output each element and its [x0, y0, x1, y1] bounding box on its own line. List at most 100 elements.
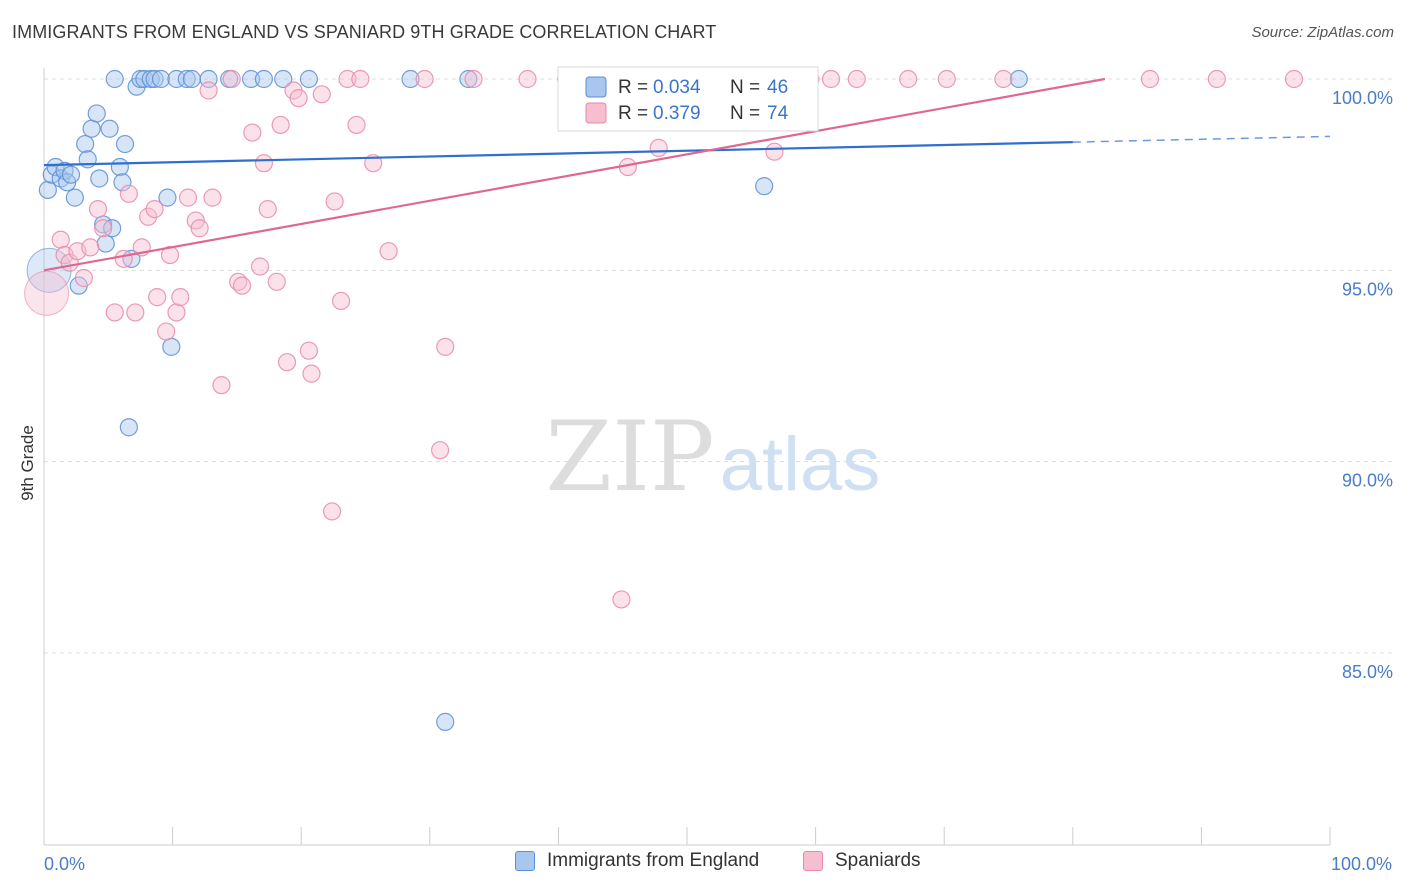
point-spaniards [518, 69, 537, 89]
legend-n-label-spaniards: N = [730, 103, 760, 124]
point-spaniards [74, 268, 93, 288]
point-spaniards [171, 288, 190, 307]
watermark-zip: ZIP [545, 401, 714, 513]
point-spaniards [289, 89, 308, 108]
point-spaniards-large [24, 270, 70, 316]
point-england [459, 69, 478, 89]
point-spaniards [312, 85, 331, 104]
point-spaniards [649, 138, 668, 157]
point-england [241, 69, 261, 89]
point-spaniards [325, 192, 344, 211]
point-spaniards [145, 200, 164, 219]
point-spaniards [612, 590, 631, 609]
point-england [76, 134, 95, 154]
points-layer [24, 69, 1304, 731]
point-spaniards [1207, 69, 1226, 89]
x-tick-label: 0.0% [44, 854, 85, 874]
point-spaniards [203, 188, 222, 207]
trendline-england-extension [1072, 135, 1331, 143]
point-spaniards [765, 142, 784, 161]
source-label: Source: ZipAtlas.com [1251, 24, 1394, 41]
point-spaniards [250, 257, 270, 276]
point-england [274, 69, 293, 89]
point-england [141, 69, 160, 89]
x-tick-label: 100.0% [1331, 854, 1392, 874]
point-england [96, 234, 115, 253]
point-spaniards [331, 291, 351, 311]
legend-r-value-spaniards: 0.379 [653, 103, 701, 124]
legend-r-label-england: R = [618, 77, 648, 98]
legend-n-label-england: N = [730, 77, 760, 98]
point-spaniards [148, 288, 167, 307]
point-spaniards [212, 376, 231, 395]
point-spaniards [302, 364, 321, 383]
point-england [87, 104, 106, 123]
trendline-spaniards [43, 77, 1106, 272]
point-england [145, 69, 164, 89]
point-spaniards [347, 115, 366, 135]
point-england [113, 173, 132, 192]
point-england [38, 180, 57, 200]
point-england [61, 165, 81, 184]
point-spaniards [114, 249, 133, 268]
legend-bottom-swatch-spaniards [803, 851, 823, 871]
point-england [151, 69, 171, 89]
legend-bottom-swatch-england [515, 851, 535, 871]
point-spaniards [899, 69, 918, 89]
point-spaniards [338, 69, 357, 89]
point-england [254, 69, 274, 89]
y-axis-label: 9th Grade [18, 425, 37, 501]
point-england [82, 119, 101, 138]
point-spaniards [190, 219, 209, 238]
point-spaniards [254, 154, 274, 173]
point-spaniards [167, 303, 186, 322]
point-spaniards [199, 81, 218, 100]
point-spaniards [157, 322, 176, 341]
chart-title: IMMIGRANTS FROM ENGLAND VS SPANIARD 9TH … [12, 22, 717, 42]
point-spaniards [351, 69, 370, 89]
legend-item-spaniards: Spaniards [803, 850, 921, 872]
y-tick-label: 85.0% [1342, 662, 1393, 682]
point-spaniards [178, 188, 198, 207]
legend-top: R = 0.034 N = 46 R = 0.379 N = 74 [557, 66, 819, 132]
point-england [90, 169, 109, 188]
legend-bottom: Immigrants from England Spaniards [0, 850, 1406, 880]
point-spaniards [464, 69, 483, 89]
point-spaniards [258, 200, 277, 219]
point-england [167, 69, 186, 89]
point-england [401, 69, 420, 89]
point-spaniards [267, 272, 286, 291]
point-england [119, 418, 138, 437]
point-spaniards [937, 69, 956, 89]
point-spaniards [222, 69, 241, 89]
point-spaniards [119, 184, 138, 203]
point-spaniards [415, 69, 434, 89]
legend-n-value-england: 46 [767, 77, 788, 98]
point-spaniards [243, 123, 262, 142]
point-england [162, 337, 181, 356]
point-spaniards [1140, 69, 1160, 89]
point-england [115, 134, 135, 154]
point-spaniards [51, 230, 70, 249]
point-spaniards [232, 276, 252, 295]
point-england [65, 188, 84, 207]
point-spaniards [88, 200, 108, 219]
legend-n-value-spaniards: 74 [767, 103, 789, 124]
point-england [177, 69, 196, 89]
y-tick-label: 100.0% [1332, 88, 1393, 108]
legend-swatch-spaniards [585, 102, 607, 124]
point-england [158, 188, 177, 207]
y-tick-label: 95.0% [1342, 279, 1393, 299]
point-spaniards [430, 441, 450, 460]
point-england [299, 69, 319, 89]
legend-label-england: Immigrants from England [547, 850, 760, 871]
point-spaniards [271, 115, 290, 135]
watermark-atlas: atlas [720, 422, 881, 507]
point-england [105, 69, 124, 89]
trendline-england [43, 141, 1073, 167]
point-spaniards [847, 69, 866, 89]
point-england [436, 712, 455, 731]
point-spaniards [994, 69, 1013, 89]
point-spaniards [277, 353, 297, 372]
legend-r-label-spaniards: R = [618, 103, 648, 124]
